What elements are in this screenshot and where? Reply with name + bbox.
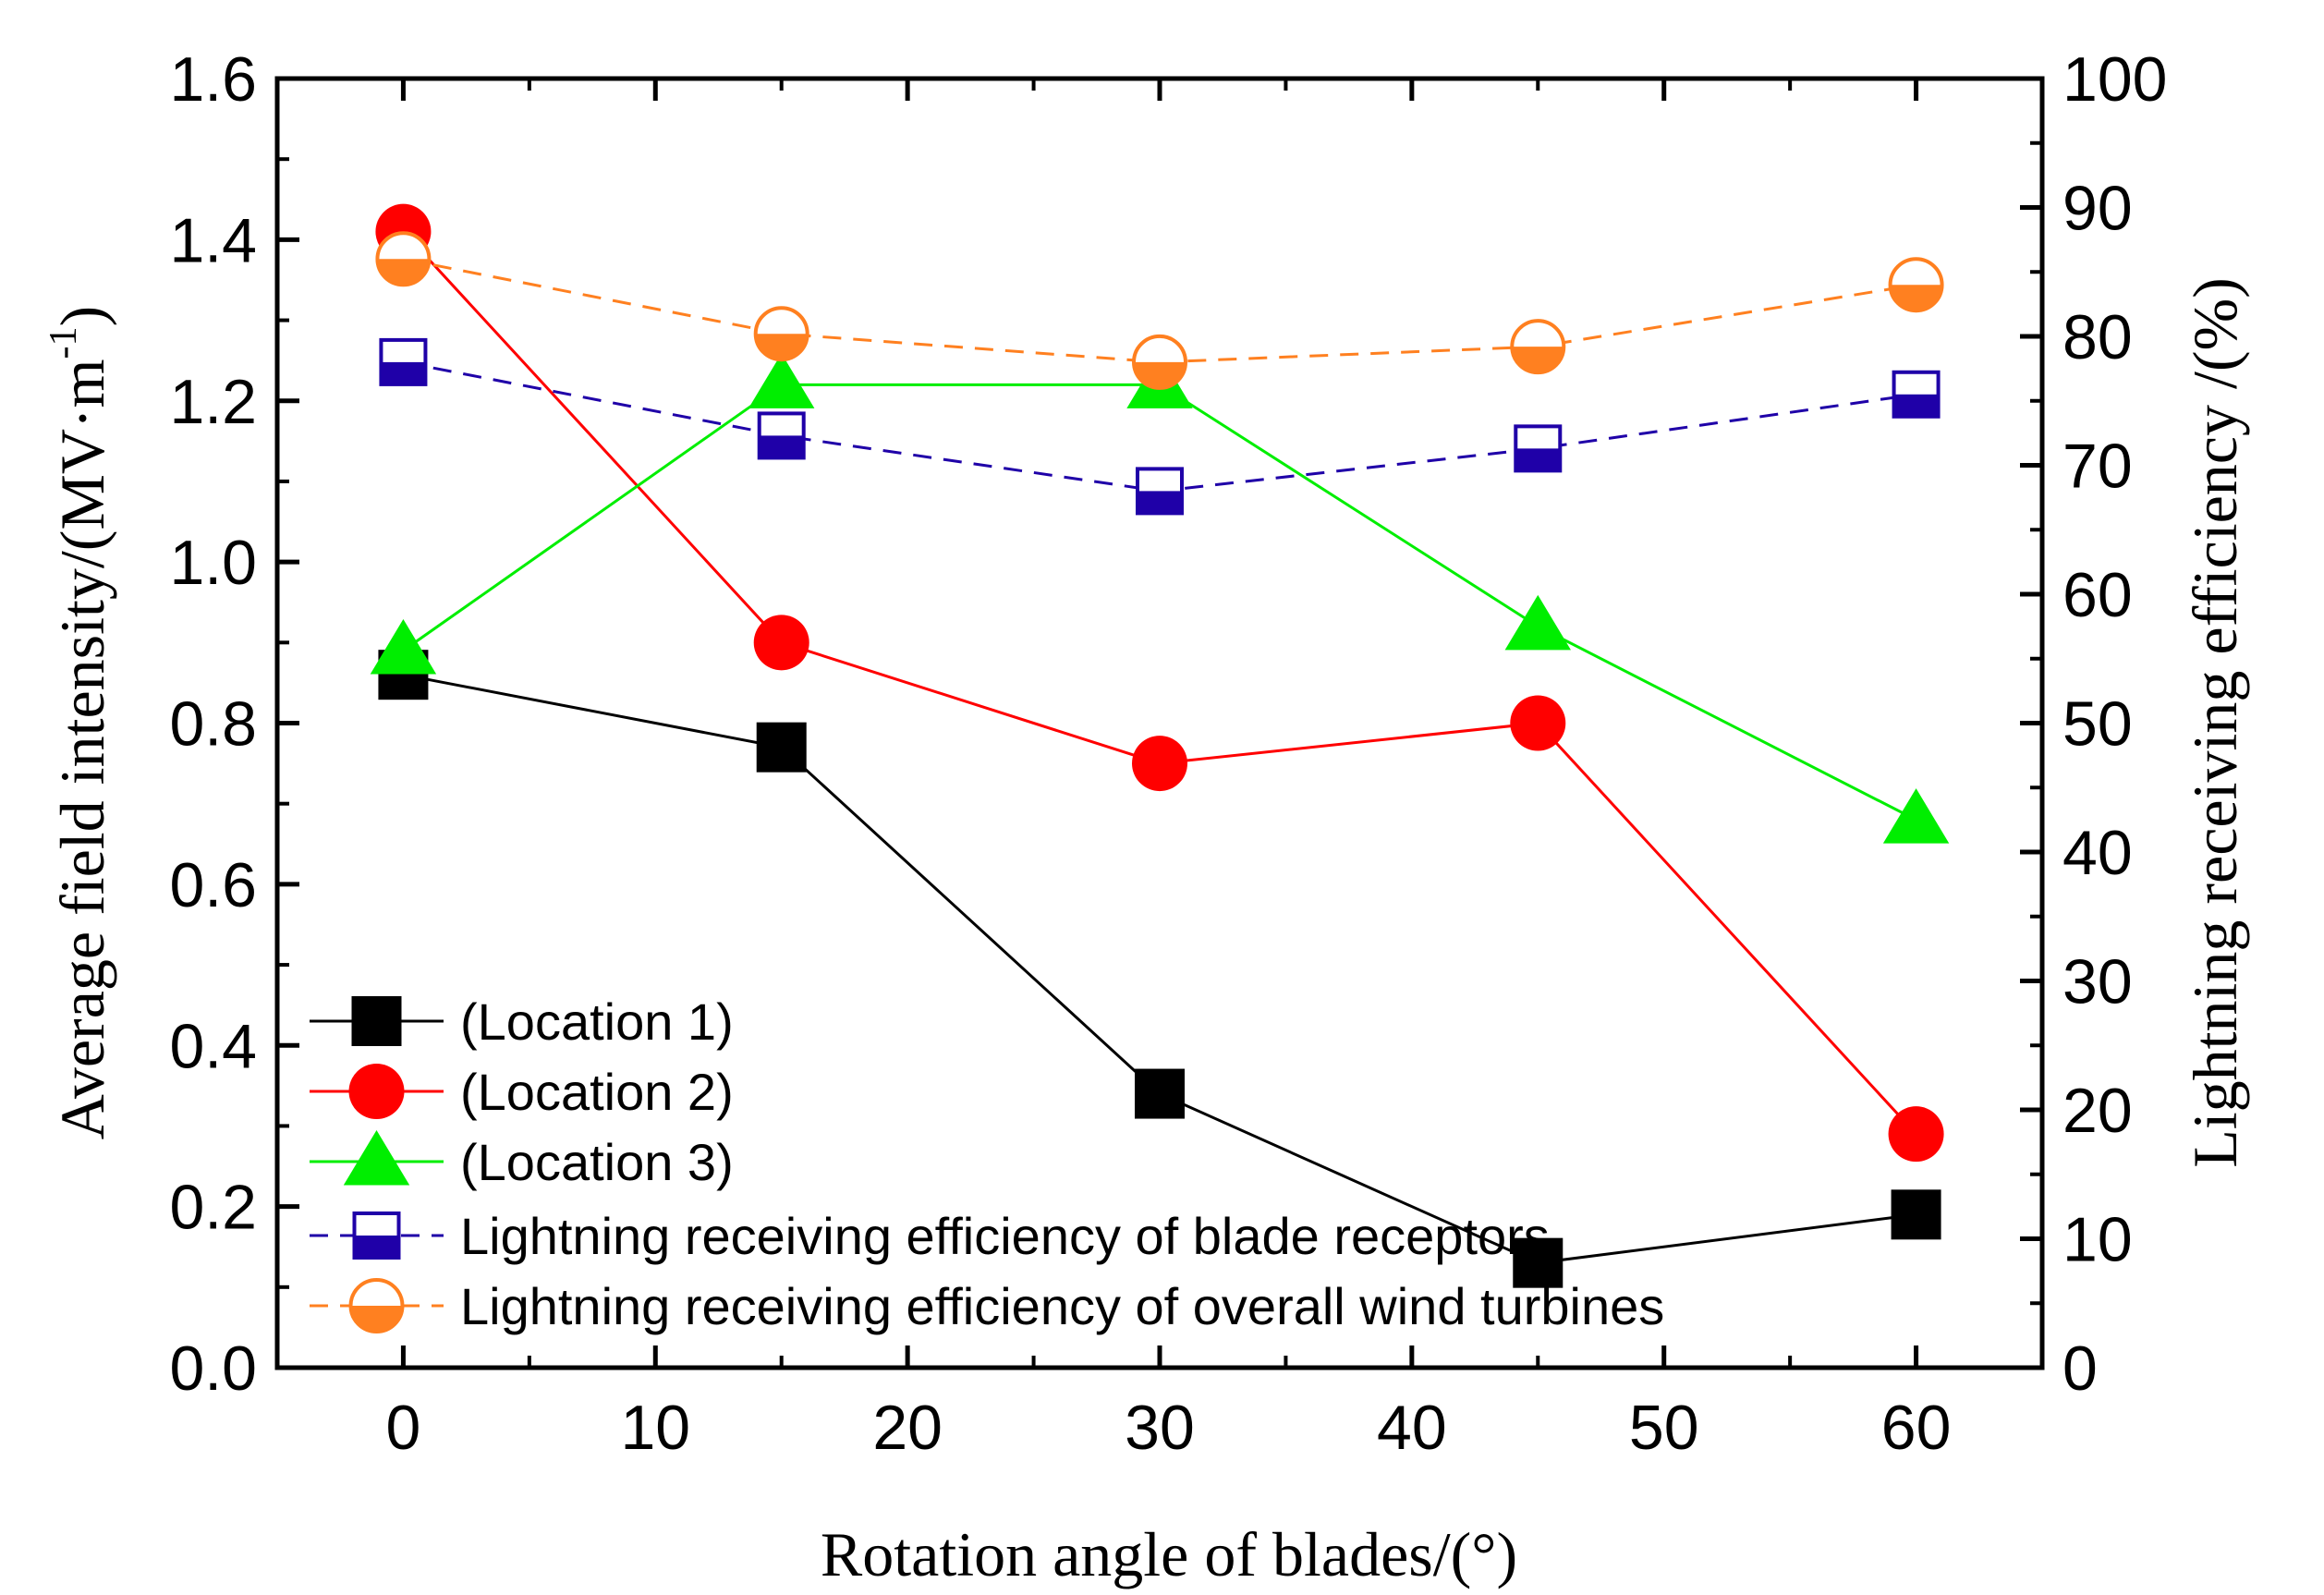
legend-label: (Location 1) — [460, 992, 734, 1051]
y-right-tick-label: 100 — [2062, 44, 2167, 115]
legend-item-1: (Location 1) — [310, 992, 734, 1051]
series-1-point — [756, 722, 807, 773]
y-left-tick-label: 1.4 — [169, 205, 257, 275]
y-left-tick-label: 1.2 — [169, 367, 257, 437]
y-left-axis-title: Average field intensity/(MV·m-1) — [43, 306, 117, 1139]
series-markers — [370, 203, 1950, 1288]
y-right-tick-label: 30 — [2062, 947, 2133, 1017]
legend: (Location 1) (Location 2) (Location 3) Ligh… — [310, 992, 1664, 1335]
y-right-tick-label: 0 — [2062, 1333, 2098, 1404]
y-left-tick-label: 0.6 — [169, 850, 257, 920]
series-1-point — [1135, 1068, 1185, 1119]
series-2-point — [753, 615, 809, 671]
legend-label: Lightning receiving efficiency of blade … — [460, 1207, 1550, 1265]
legend-marker — [351, 996, 402, 1046]
legend-marker — [352, 1211, 401, 1260]
y-left-tick-label: 1.6 — [169, 44, 257, 115]
y-right-tick-label: 70 — [2062, 432, 2133, 502]
series-4-point — [1892, 370, 1941, 419]
legend-marker — [348, 1064, 405, 1119]
series-1-point — [1513, 1237, 1564, 1288]
legend-item-2: (Location 2) — [310, 1063, 734, 1121]
series-3-point — [370, 619, 437, 675]
y-left-axis-title-main: Average field intensity/(MV·m — [47, 359, 117, 1139]
series-4-point — [379, 337, 428, 386]
legend-label: (Location 2) — [460, 1063, 734, 1121]
y-right-tick-label: 10 — [2062, 1205, 2133, 1275]
y-right-axis-title: Lightning receiving efficiency /(%) — [2180, 277, 2250, 1168]
series-4-point — [757, 411, 806, 460]
series-4-point — [1514, 424, 1563, 473]
series-1-point — [1891, 1189, 1941, 1240]
series-2-point — [1132, 736, 1187, 792]
series-5-point — [1132, 334, 1187, 390]
x-tick-label: 50 — [1629, 1393, 1699, 1463]
y-right-tick-label: 40 — [2062, 818, 2133, 888]
series-2-point — [1510, 695, 1566, 751]
series-5-point — [375, 231, 432, 287]
legend-label: Lightning receiving efficiency of overal… — [460, 1277, 1664, 1335]
x-axis-title: Rotation angle of blades/(°) — [821, 1519, 1517, 1589]
y-left-tick-label: 0.2 — [169, 1173, 257, 1243]
series-2-point — [1888, 1106, 1944, 1163]
y-right-tick-label: 80 — [2062, 302, 2133, 372]
y-left-tick-label: 0.8 — [169, 689, 257, 760]
series-5-point — [1510, 319, 1566, 375]
y-left-tick-label: 0.0 — [169, 1333, 257, 1404]
series-3-point — [748, 353, 815, 408]
legend-marker — [343, 1130, 410, 1186]
legend-item-3: (Location 3) — [310, 1130, 734, 1191]
y-left-tick-label: 1.0 — [169, 528, 257, 598]
y-left-axis-title-tail: ) — [47, 306, 117, 327]
series-3-point — [1504, 594, 1571, 651]
x-tick-label: 10 — [620, 1393, 690, 1463]
x-tick-label: 0 — [386, 1393, 421, 1463]
series-5-point — [1888, 257, 1944, 313]
legend-item-5: Lightning receiving efficiency of overal… — [310, 1277, 1664, 1335]
x-tick-label: 20 — [872, 1393, 943, 1463]
legend-item-4: Lightning receiving efficiency of blade … — [310, 1207, 1550, 1265]
x-tick-label: 60 — [1881, 1393, 1952, 1463]
y-right-tick-label: 50 — [2062, 689, 2133, 760]
legend-label: (Location 3) — [460, 1133, 734, 1191]
series-5-point — [753, 306, 809, 362]
series-4-point — [1136, 467, 1184, 516]
y-right-tick-label: 20 — [2062, 1076, 2133, 1146]
y-left-axis-title-sup: -1 — [43, 326, 85, 359]
x-tick-label: 40 — [1377, 1393, 1447, 1463]
x-axis-ticks: 0 10 20 30 40 50 60 — [386, 79, 1952, 1463]
y-right-axis-ticks: 0 10 20 30 40 50 60 70 80 90 100 — [2020, 44, 2167, 1404]
y-left-axis-ticks: 0.0 0.2 0.4 0.6 0.8 1.0 1.2 1.4 1.6 — [169, 44, 299, 1404]
y-right-tick-label: 60 — [2062, 560, 2133, 630]
x-tick-label: 30 — [1125, 1393, 1195, 1463]
y-right-tick-label: 90 — [2062, 174, 2133, 244]
legend-marker — [348, 1278, 405, 1333]
series-3-point — [1882, 788, 1950, 844]
y-left-tick-label: 0.4 — [169, 1011, 257, 1081]
